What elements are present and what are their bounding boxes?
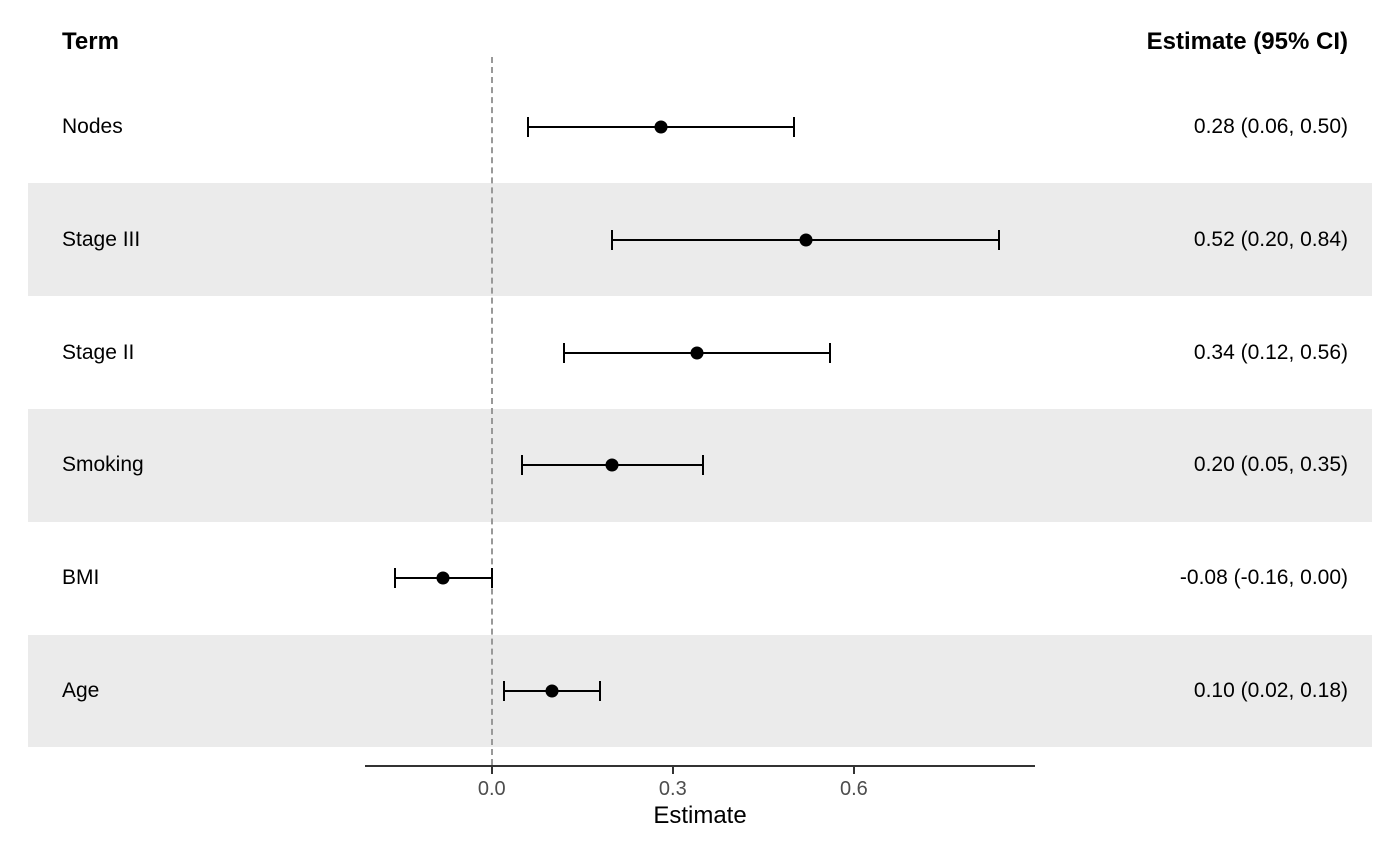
x-tick <box>490 767 493 774</box>
estimate-label: 0.28 (0.06, 0.50) <box>1193 115 1348 138</box>
term-label: Smoking <box>62 453 144 477</box>
estimate-label: 0.10 (0.02, 0.18) <box>1193 679 1348 702</box>
term-label: Age <box>62 679 100 702</box>
ci-cap-right <box>599 681 602 701</box>
point-marker <box>799 233 813 247</box>
estimate-label: 0.20 (0.05, 0.35) <box>1193 453 1348 477</box>
x-axis-title: Estimate <box>653 802 747 829</box>
point-marker <box>436 571 450 585</box>
x-tick-label: 0.0 <box>477 778 506 800</box>
estimate-label: 0.34 (0.12, 0.56) <box>1193 340 1348 364</box>
point-marker <box>545 684 559 698</box>
zero-reference-line <box>490 57 493 765</box>
term-label: Nodes <box>62 115 123 138</box>
ci-cap-left <box>394 568 397 589</box>
point-marker <box>605 458 619 472</box>
ci-cap-left <box>520 455 523 476</box>
ci-cap-left <box>611 229 614 250</box>
row-band <box>28 634 1372 748</box>
ci-cap-left <box>526 117 529 137</box>
term-column-header: Term <box>62 28 119 55</box>
term-label: BMI <box>62 566 100 590</box>
ci-cap-right <box>792 117 795 137</box>
ci-cap-left <box>502 681 505 701</box>
ci-cap-right <box>997 229 1000 250</box>
point-marker <box>654 120 668 134</box>
x-tick <box>852 767 855 774</box>
ci-cap-right <box>828 342 831 363</box>
x-tick <box>671 767 674 774</box>
term-label: Stage III <box>62 227 141 251</box>
x-axis-line <box>365 765 1035 767</box>
point-marker <box>690 346 704 360</box>
ci-cap-right <box>490 568 493 589</box>
estimate-column-header: Estimate (95% CI) <box>1146 28 1348 55</box>
ci-cap-right <box>702 455 705 476</box>
x-tick-label: 0.6 <box>840 778 868 800</box>
term-label: Stage II <box>62 340 135 364</box>
estimate-label: 0.52 (0.20, 0.84) <box>1193 227 1348 251</box>
x-tick-label: 0.3 <box>658 778 687 800</box>
ci-cap-left <box>563 342 566 363</box>
estimate-label: -0.08 (-0.16, 0.00) <box>1179 566 1348 590</box>
